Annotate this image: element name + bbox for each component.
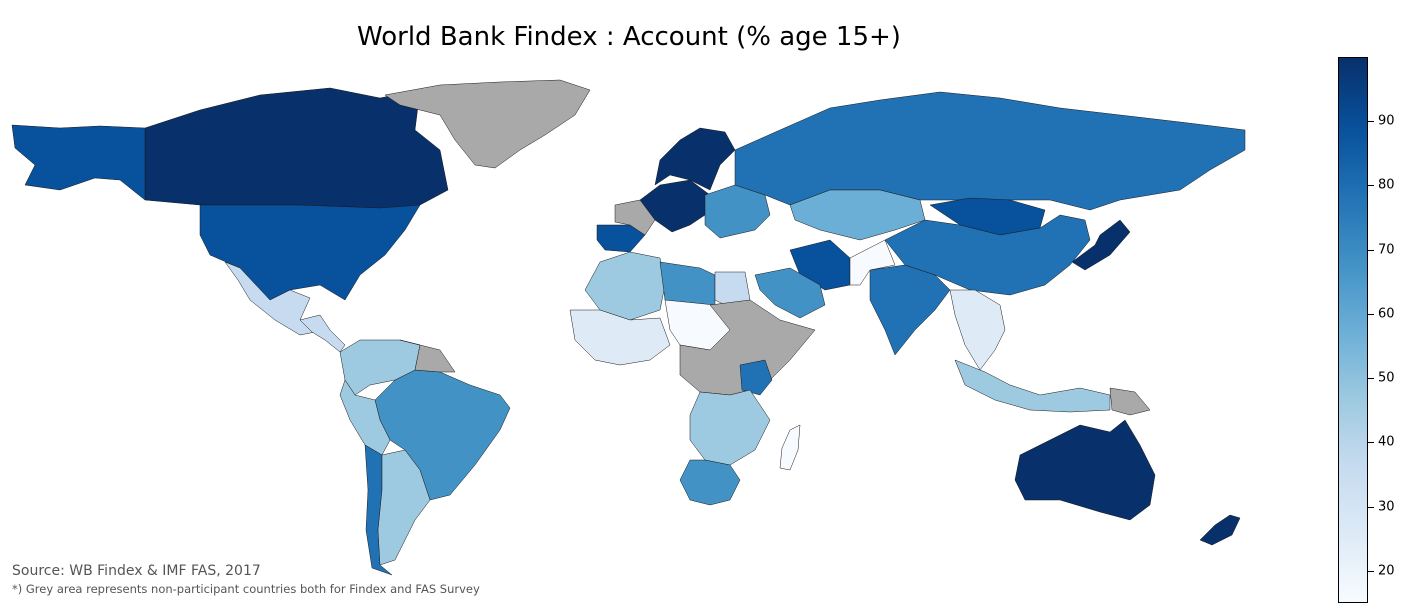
region-papua-new-guinea: Papua New Guinea bbox=[1109, 387, 1151, 416]
world-map: CanadaAlaska (United States) United State… bbox=[11, 79, 1246, 576]
region-north-africa: North Africa bbox=[584, 251, 666, 321]
source-text: Source: WB Findex & IMF FAS, 2017 bbox=[12, 563, 261, 579]
footnote-text: *) Grey area represents non-participant … bbox=[12, 582, 480, 596]
region-france: France bbox=[614, 199, 656, 236]
colorbar-tick-label: 20 bbox=[1378, 563, 1395, 579]
map-title: World Bank Findex : Account (% age 15+) bbox=[357, 22, 901, 52]
region-canada: Canada bbox=[144, 87, 449, 209]
colorbar-tick-mark bbox=[1368, 185, 1374, 187]
colorbar-tick-mark bbox=[1368, 570, 1374, 572]
region-madagascar: Madagascar bbox=[779, 424, 801, 471]
region-india: India bbox=[869, 264, 951, 356]
colorbar-tick-label: 80 bbox=[1378, 177, 1395, 193]
region-greenland: Greenland bbox=[384, 79, 591, 169]
region-japan: Japan bbox=[1071, 219, 1131, 271]
region-scandinavia: Scandinavia bbox=[654, 127, 736, 191]
region-afghanistan-pakistan: Afghanistan / Pakistan bbox=[849, 239, 896, 286]
region-australia: Australia bbox=[1014, 419, 1156, 521]
region-south-africa: South Africa bbox=[679, 459, 741, 506]
region-tanzania-zambia: Tanzania / Zambia bbox=[689, 389, 771, 466]
colorbar bbox=[1338, 57, 1368, 603]
colorbar-tick-mark bbox=[1368, 506, 1374, 508]
region-southeast-asia: Southeast Asia bbox=[949, 289, 1006, 371]
region-kenya: Kenya bbox=[739, 359, 773, 396]
colorbar-tick-mark bbox=[1368, 313, 1374, 315]
colorbar-tick-mark bbox=[1368, 378, 1374, 380]
colorbar-tick-label: 60 bbox=[1378, 306, 1395, 322]
region-indonesia: Indonesia bbox=[954, 359, 1111, 413]
region-united-states: United States bbox=[199, 204, 421, 301]
region-guianas: Guianas bbox=[399, 339, 456, 373]
region-egypt: Egypt bbox=[714, 271, 751, 306]
colorbar-tick-label: 50 bbox=[1378, 370, 1395, 386]
colorbar-tick-label: 40 bbox=[1378, 434, 1395, 450]
region-libya: Libya bbox=[659, 261, 716, 306]
colorbar-tick-mark bbox=[1368, 249, 1374, 251]
colorbar-tick-mark bbox=[1368, 442, 1374, 444]
region-russia: Russia bbox=[734, 91, 1246, 211]
colorbar-tick-label: 30 bbox=[1378, 499, 1395, 515]
colorbar-tick-mark bbox=[1368, 121, 1374, 123]
region-alaska-united-states: Alaska (United States) bbox=[11, 124, 146, 201]
region-china: China bbox=[884, 214, 1091, 296]
region-saudi-arabia: Saudi Arabia bbox=[754, 267, 826, 319]
colorbar-tick-label: 90 bbox=[1378, 113, 1395, 129]
region-argentina: Argentina bbox=[377, 449, 431, 566]
region-kazakhstan: Kazakhstan bbox=[789, 189, 926, 241]
region-peru: Peru bbox=[339, 379, 391, 456]
colorbar-tick-label: 70 bbox=[1378, 242, 1395, 258]
region-central-america: Central America bbox=[299, 314, 346, 353]
region-west-africa: West Africa bbox=[569, 309, 671, 366]
region-new-zealand: New Zealand bbox=[1199, 514, 1241, 546]
